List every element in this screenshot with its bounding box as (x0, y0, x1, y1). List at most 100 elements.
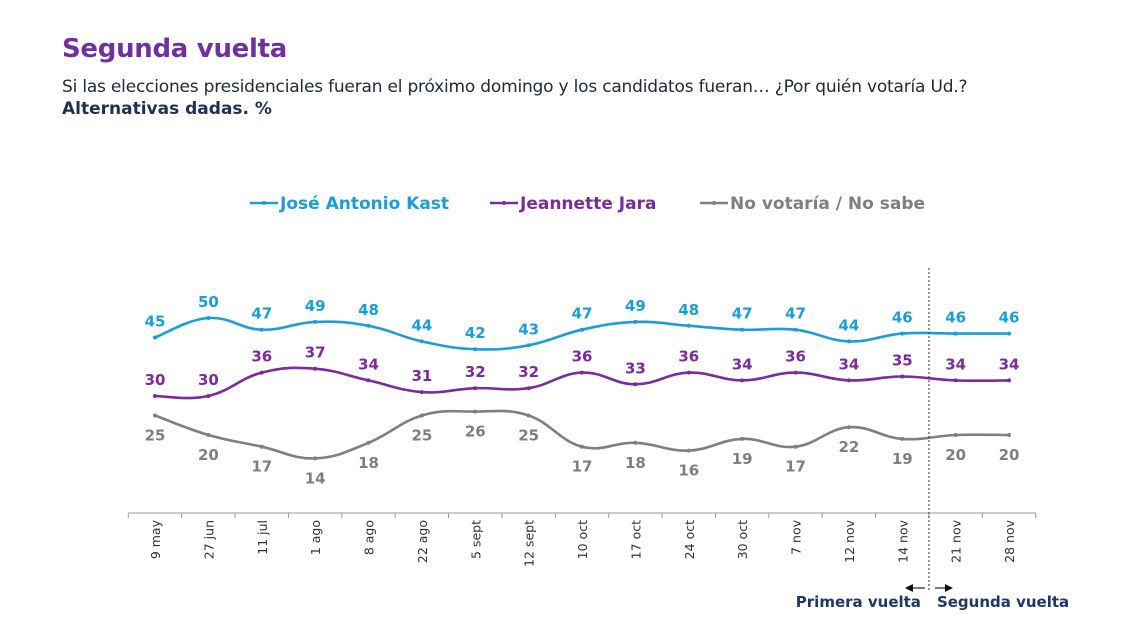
data-point (313, 456, 318, 461)
data-point (366, 378, 371, 383)
data-label: 50 (198, 293, 219, 311)
data-point (473, 409, 478, 414)
segunda-vuelta-label: Segunda vuelta (937, 593, 1069, 611)
data-label: 33 (625, 359, 646, 377)
data-point (526, 413, 531, 418)
data-point (473, 347, 478, 352)
data-point (633, 440, 638, 445)
x-tick-label: 7 nov (789, 519, 804, 554)
data-point (153, 394, 157, 398)
data-label: 46 (892, 309, 913, 327)
data-label: 36 (572, 348, 593, 366)
data-label: 17 (785, 458, 806, 476)
arrow-left-head-icon (904, 584, 913, 592)
primera-vuelta-label: Primera vuelta (796, 593, 921, 611)
x-tick-label: 1 ago (308, 520, 323, 555)
data-label: 25 (518, 427, 539, 445)
data-point (953, 378, 958, 383)
data-label: 32 (518, 363, 539, 381)
data-point (1007, 378, 1011, 383)
data-label: 42 (465, 324, 486, 342)
data-label: 47 (251, 305, 272, 323)
data-point (740, 436, 745, 441)
data-label: 17 (251, 458, 272, 476)
data-point (259, 327, 264, 332)
legend-marker (262, 201, 266, 205)
x-tick-label: 24 oct (682, 520, 697, 559)
data-label: 35 (892, 352, 913, 370)
data-point (419, 339, 424, 344)
data-point (206, 316, 211, 320)
unit-note: Alternativas dadas. % (62, 99, 272, 119)
data-point (580, 327, 584, 332)
data-label: 43 (518, 320, 539, 338)
data-label: 49 (625, 297, 646, 315)
data-point (740, 378, 745, 383)
data-point (846, 425, 851, 430)
data-label: 47 (785, 305, 806, 323)
data-point (259, 370, 264, 375)
data-point (740, 327, 745, 332)
x-tick-label: 28 nov (1002, 519, 1017, 562)
x-tick-label: 12 sept (522, 520, 537, 567)
data-label: 14 (305, 469, 326, 487)
data-point (633, 382, 638, 387)
x-tick-label: 9 may (148, 519, 163, 559)
data-label: 47 (572, 305, 593, 323)
data-label: 36 (251, 348, 272, 366)
data-label: 34 (838, 355, 859, 373)
data-point (419, 390, 424, 395)
data-point (686, 323, 691, 328)
data-label: 46 (945, 309, 966, 327)
data-point (953, 433, 958, 437)
data-label: 18 (625, 454, 646, 472)
x-tick-label: 11 jul (255, 520, 270, 555)
series-line-no-votaria-no-sabe (154, 409, 1010, 460)
legend-marker (502, 201, 506, 205)
question-text: Si las elecciones presidenciales fueran … (62, 77, 968, 97)
data-point (900, 436, 905, 441)
data-label: 44 (411, 316, 432, 334)
data-point (846, 339, 851, 344)
data-point (580, 444, 584, 449)
x-tick-label: 8 ago (362, 520, 377, 555)
data-point (419, 413, 424, 418)
data-point (900, 331, 905, 336)
legend-marker (712, 201, 716, 205)
data-point (686, 370, 691, 375)
x-tick-label: 17 oct (628, 520, 643, 559)
data-label: 44 (838, 316, 859, 334)
data-label: 30 (145, 371, 166, 389)
x-tick-label: 30 oct (735, 520, 750, 559)
legend-label: José Antonio Kast (279, 194, 449, 214)
data-point (473, 386, 478, 391)
data-label: 47 (732, 305, 753, 323)
data-label: 16 (678, 462, 699, 480)
x-tick-label: 14 nov (895, 519, 910, 562)
data-point (793, 444, 798, 449)
data-label: 34 (732, 355, 753, 373)
data-point (153, 335, 157, 340)
data-label: 22 (838, 438, 859, 456)
data-label: 31 (411, 367, 432, 385)
data-label: 36 (785, 348, 806, 366)
x-tick-label: 5 sept (468, 520, 483, 559)
arrow-right-head-icon (944, 584, 953, 592)
data-point (953, 331, 958, 336)
data-label: 34 (358, 355, 379, 373)
data-label: 30 (198, 371, 219, 389)
x-tick-label: 12 nov (842, 519, 857, 562)
data-point (1007, 433, 1011, 437)
data-point (900, 374, 905, 379)
data-point (793, 370, 798, 375)
data-label: 19 (892, 450, 913, 468)
data-label: 48 (678, 301, 699, 319)
data-label: 19 (732, 450, 753, 468)
x-tick-label: 10 oct (575, 520, 590, 559)
data-point (313, 319, 318, 324)
data-label: 25 (145, 427, 166, 445)
legend-label: No votaría / No sabe (730, 194, 925, 214)
data-label: 37 (305, 344, 326, 362)
x-tick-label: 22 ago (415, 520, 430, 563)
data-label: 17 (572, 458, 593, 476)
